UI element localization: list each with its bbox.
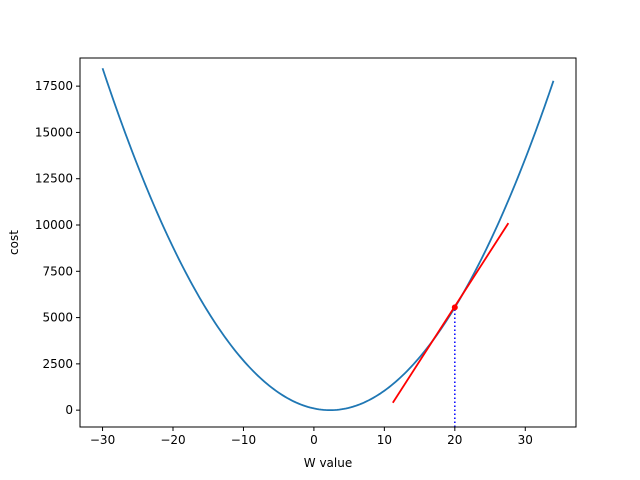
y-tick-label: 10000 bbox=[35, 218, 73, 232]
y-tick-label: 12500 bbox=[35, 172, 73, 186]
x-axis-label: W value bbox=[304, 456, 352, 470]
x-tick-label: 30 bbox=[518, 433, 533, 447]
y-tick-label: 0 bbox=[65, 403, 73, 417]
y-axis-label: cost bbox=[7, 230, 21, 255]
x-tick-label: −10 bbox=[231, 433, 256, 447]
x-tick-label: −20 bbox=[160, 433, 185, 447]
x-tick-label: 0 bbox=[310, 433, 318, 447]
tangent-line bbox=[392, 222, 510, 404]
axes-frame bbox=[79, 57, 577, 428]
x-tick-label: 10 bbox=[377, 433, 392, 447]
y-axis-ticks: 0 2500 5000 7500 10000 12500 15000 17500 bbox=[35, 79, 80, 417]
y-tick-label: 17500 bbox=[35, 79, 73, 93]
x-tick-label: 20 bbox=[447, 433, 462, 447]
tangent-point-marker bbox=[451, 304, 458, 311]
x-axis-ticks: −30 −20 −10 0 10 20 30 bbox=[90, 427, 533, 447]
y-tick-label: 2500 bbox=[42, 357, 73, 371]
x-tick-label: −30 bbox=[90, 433, 115, 447]
cost-curve-line bbox=[101, 67, 555, 412]
y-tick-label: 5000 bbox=[42, 311, 73, 325]
y-tick-label: 7500 bbox=[42, 264, 73, 278]
y-tick-label: 15000 bbox=[35, 125, 73, 139]
plot-area bbox=[101, 67, 555, 427]
